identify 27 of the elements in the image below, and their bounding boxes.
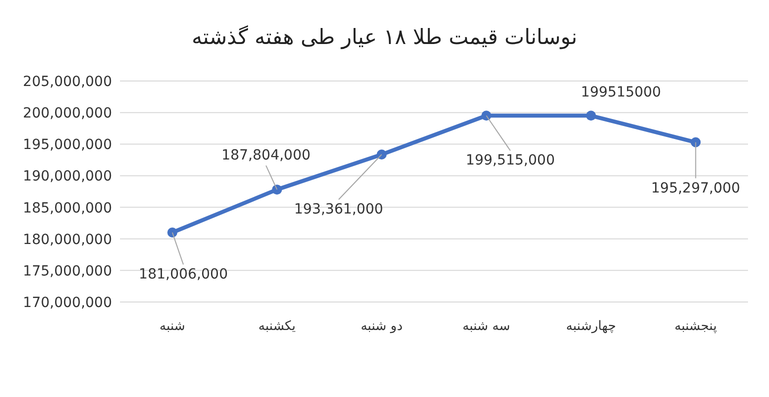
y-tick-label: 170,000,000 (22, 295, 112, 311)
point (376, 149, 387, 160)
point (167, 228, 178, 238)
data-label: 195,297,000 (651, 180, 740, 196)
x-tick-label: یکشنبه (258, 319, 296, 334)
data-label: 187,804,000 (221, 148, 311, 164)
point (272, 184, 282, 195)
y-tick-label: 180,000,000 (22, 232, 112, 248)
data-label: 193,361,000 (294, 201, 384, 218)
y-tick-label: 200,000,000 (22, 106, 112, 122)
chart-title: نوسانات قیمت طلا ۱۸ عیار طی هفته گذشته (192, 25, 578, 50)
y-tick-label: 195,000,000 (22, 137, 112, 154)
data-label: 181,006,000 (138, 266, 228, 283)
x-tick-label: شنبه (159, 319, 186, 334)
x-tick-label: سه شنبه (462, 319, 510, 334)
y-tick-label: 190,000,000 (22, 168, 112, 185)
y-tick-label: 185,000,000 (22, 200, 112, 216)
point (481, 110, 492, 121)
x-tick-label: پنجشنبه (674, 319, 718, 334)
point (690, 137, 701, 148)
x-tick-label: دو شنبه (360, 319, 403, 334)
y-tick-label: 175,000,000 (22, 263, 112, 280)
x-tick-label: چهارشنبه (566, 319, 616, 334)
data-label: 199515000 (580, 84, 662, 101)
data-label: 199,515,000 (466, 152, 555, 169)
point (586, 110, 596, 121)
y-tick-label: 205,000,000 (22, 74, 112, 90)
